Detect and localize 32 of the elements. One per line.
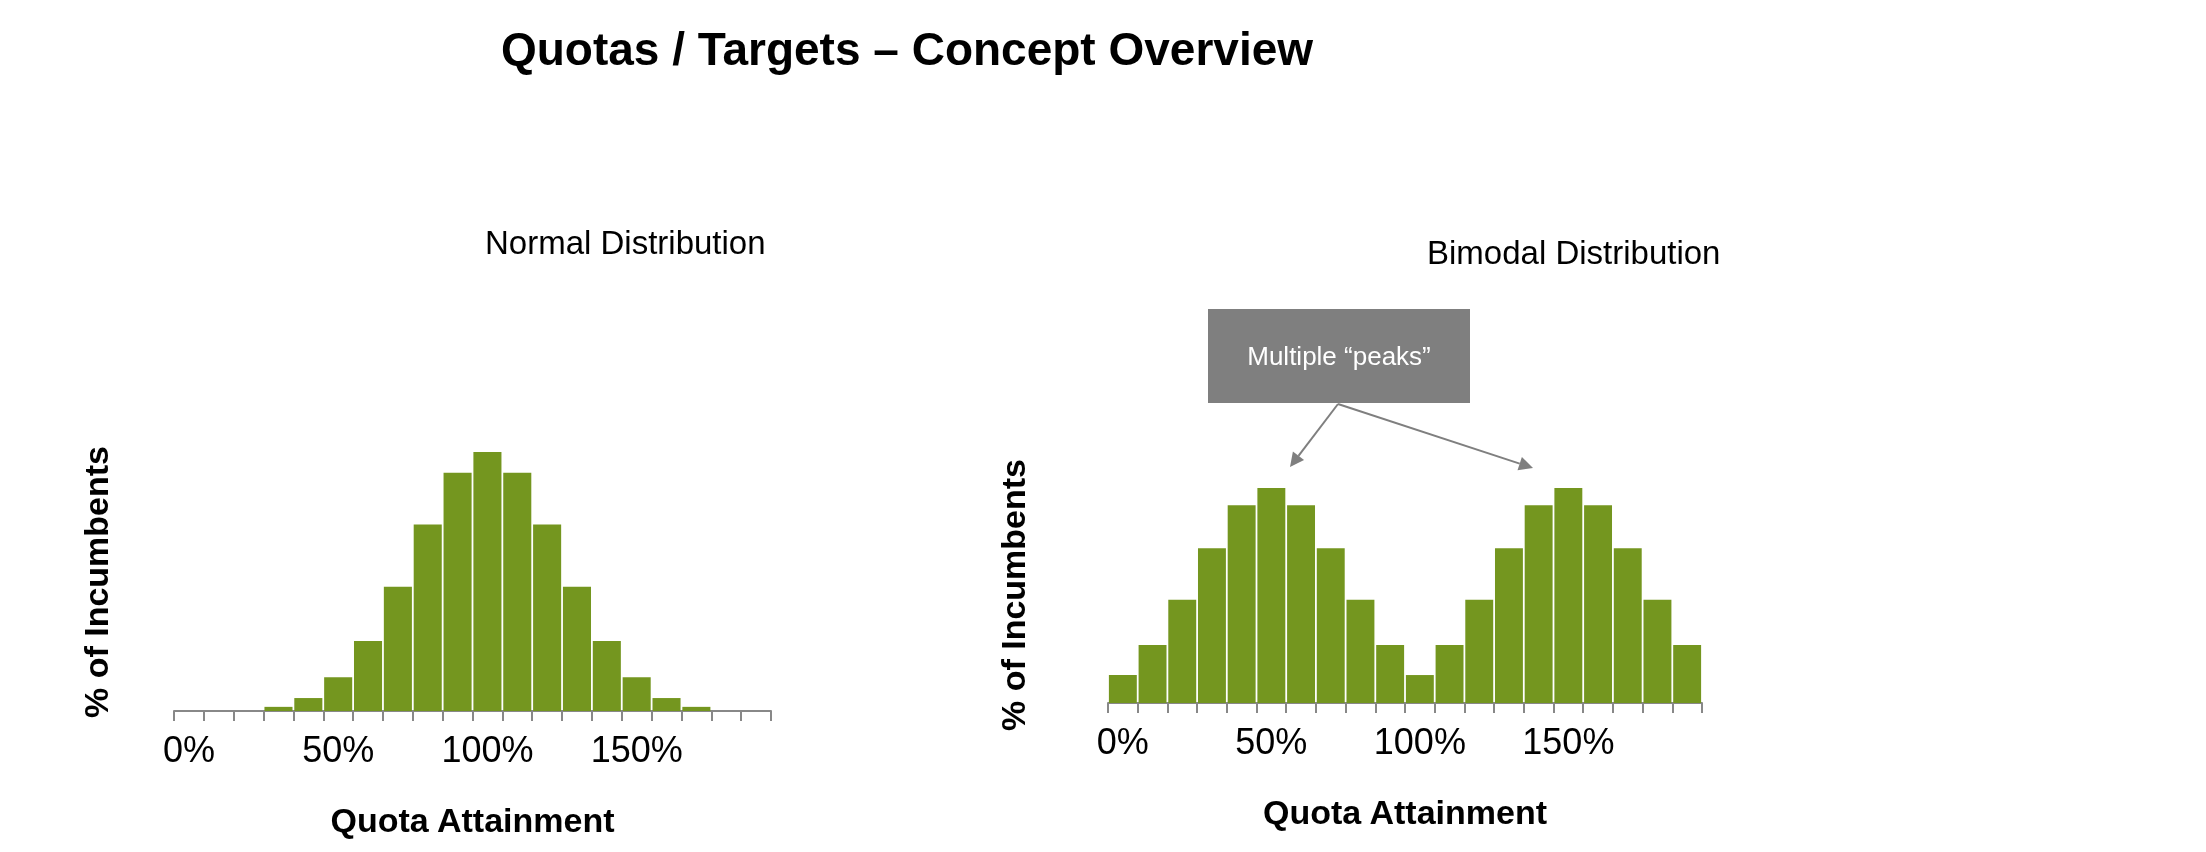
bar [1673, 644, 1702, 703]
chart-subtitle: Bimodal Distribution [1426, 234, 1721, 271]
chart-subtitle: Normal Distribution [484, 224, 766, 261]
bar [1108, 675, 1137, 703]
bar [1376, 644, 1405, 703]
bar [354, 641, 383, 711]
bar [383, 586, 412, 711]
x-tick-label: 100% [1373, 720, 1466, 762]
bar [503, 472, 532, 711]
x-tick-label: 0% [162, 728, 215, 770]
bar [1494, 548, 1523, 703]
x-axis-title: Quota Attainment [330, 801, 615, 839]
text: Quotas / Targets – Concept Overview [499, 22, 1315, 76]
bar [1584, 505, 1613, 703]
x-tick-label: 50% [1235, 720, 1308, 762]
bar [592, 641, 621, 711]
bar [413, 524, 442, 711]
bar [562, 586, 591, 711]
y-axis-title: % of Incumbents [77, 445, 115, 719]
bar [1405, 675, 1434, 703]
x-tick-label: 0% [1096, 720, 1149, 762]
bar [1287, 505, 1316, 703]
y-axis-title: % of Incumbents [994, 458, 1032, 732]
x-tick-label: 150% [1522, 720, 1615, 762]
x-tick-label: 50% [302, 728, 375, 770]
x-tick-label: 100% [441, 728, 534, 770]
bar [324, 677, 353, 711]
bar [533, 524, 562, 711]
bar [1197, 548, 1226, 703]
text: Multiple “peaks” [1208, 309, 1470, 403]
x-axis-title: Quota Attainment [1263, 793, 1547, 831]
x-tick-label: 150% [590, 728, 683, 770]
